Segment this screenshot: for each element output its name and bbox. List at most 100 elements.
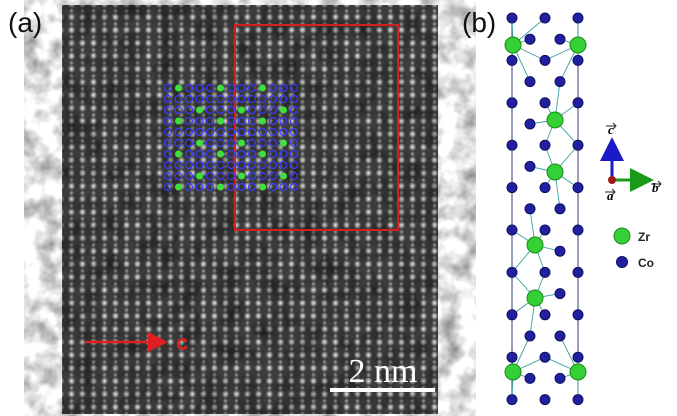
overlay-co [237,83,246,93]
overlay-co [184,105,194,115]
overlay-co [226,160,236,170]
overlay-co [205,105,215,115]
co-atom [572,54,584,66]
overlay-co [289,83,299,93]
overlay-co [268,149,278,159]
overlay-co [163,83,173,93]
overlay-co [163,105,173,115]
zr-atom [504,363,522,381]
overlay-co [247,105,257,115]
overlay-co [279,94,288,104]
co-atom [506,139,518,151]
overlay-co [184,94,194,104]
overlay-co [289,105,299,115]
co-atom [506,309,518,321]
overlay-co [205,83,215,93]
overlay-co [258,94,267,104]
overlay-co [163,149,173,159]
overlay-co [205,171,215,181]
overlay-co [237,160,246,170]
zr-atom [569,363,587,381]
legend-label: Zr [638,230,650,244]
overlay-co [289,182,299,192]
axis-origin-a [608,176,616,184]
legend: Zr Co [613,227,654,270]
overlay-co [174,94,183,104]
direction-label: c [176,330,188,355]
co-atom [539,12,551,24]
overlay-co [237,127,246,137]
overlay-zr [196,172,203,180]
axis-label: c [608,122,614,137]
overlay-co [237,94,246,104]
co-atom [539,309,551,321]
overlay-co [174,138,183,148]
overlay-co [237,182,246,192]
overlay-co [258,105,267,115]
overlay-zr [217,183,224,191]
overlay-co [268,171,278,181]
overlay-co [174,160,183,170]
co-atom [572,309,584,321]
zr-atom [526,236,544,254]
panel-label: (b) [462,7,496,38]
axis-triad: c a b [600,122,662,203]
overlay-co [184,116,194,126]
overlay-zr [175,150,182,158]
co-atom [506,182,518,194]
overlay-co [163,138,173,148]
co-atom [554,76,566,88]
co-atom [506,54,518,66]
overlay-co [247,127,257,137]
overlay-co [163,171,173,181]
scale-bar-label: 2 nm [349,353,418,390]
overlay-co [226,149,236,159]
overlay-co [195,160,204,170]
overlay-co [289,94,299,104]
zr-atom [546,111,564,129]
overlay-co [268,160,278,170]
overlay-zr [280,106,287,114]
co-atom [506,12,518,24]
overlay-co [184,127,194,137]
overlay-co [226,105,236,115]
co-atom [554,203,566,215]
overlay-co [226,94,236,104]
overlay-co [195,94,204,104]
co-atom [539,351,551,363]
overlay-zr [217,150,224,158]
overlay-co [279,116,288,126]
overlay-co [258,160,267,170]
co-atom [554,372,566,384]
overlay-co [195,116,204,126]
overlay-co [279,127,288,137]
overlay-co [247,171,257,181]
overlay-zr [259,183,266,191]
overlay-co [268,94,278,104]
co-atom [572,224,584,236]
overlay-zr [175,84,182,92]
zr-atom [526,289,544,307]
co-atom [506,266,518,278]
co-atom [524,203,536,215]
overlay-zr [259,117,266,125]
overlay-co [205,138,215,148]
overlay-co [289,149,299,159]
co-atom [524,33,536,45]
overlay-co [289,127,299,137]
overlay-co [205,116,215,126]
co-atom [524,160,536,172]
overlay-co [163,160,173,170]
overlay-zr [217,117,224,125]
overlay-co [237,116,246,126]
overlay-co [163,182,173,192]
overlay-co [258,171,267,181]
overlay-co [268,127,278,137]
overlay-co [268,105,278,115]
overlay-zr [238,172,245,180]
vector-arrows [605,122,662,196]
overlay-co [184,83,194,93]
co-atom [506,394,518,406]
